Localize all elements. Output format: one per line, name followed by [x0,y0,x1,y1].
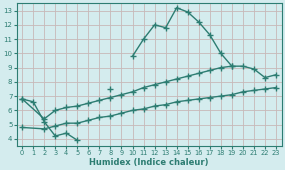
X-axis label: Humidex (Indice chaleur): Humidex (Indice chaleur) [89,158,209,167]
